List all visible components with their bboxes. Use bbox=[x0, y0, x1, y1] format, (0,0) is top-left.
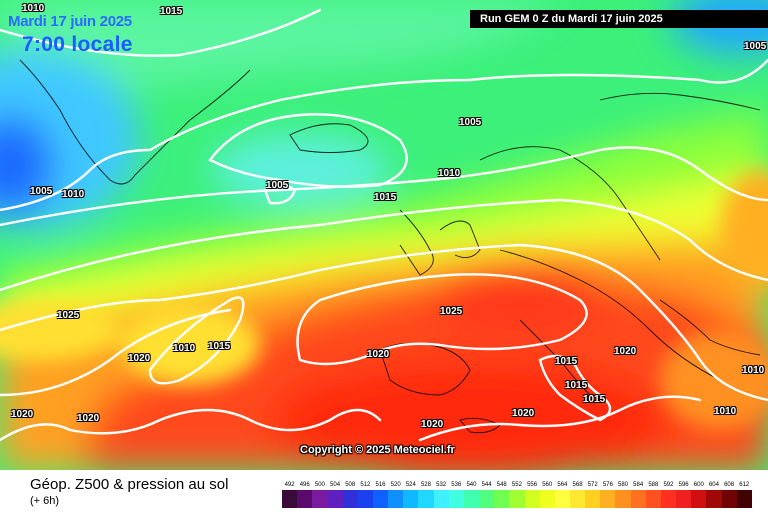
forecast-date: Mardi 17 juin 2025 bbox=[8, 13, 132, 30]
scale-label: 596 bbox=[678, 482, 689, 488]
isobar-label: 1020 bbox=[11, 409, 34, 420]
isobar-label: 1010 bbox=[173, 343, 196, 354]
scale-label: 572 bbox=[587, 482, 598, 488]
isobar-label: 1015 bbox=[583, 394, 606, 405]
scale-label: 612 bbox=[739, 482, 750, 488]
isobar-label: 1015 bbox=[208, 341, 231, 352]
isobar-label: 1020 bbox=[512, 408, 535, 419]
scale-swatch bbox=[479, 490, 495, 508]
scale-label: 592 bbox=[663, 482, 674, 488]
scale-swatch bbox=[388, 490, 404, 508]
isobar-label: 1015 bbox=[565, 380, 588, 391]
isobar-label: 1005 bbox=[266, 180, 289, 191]
scale-label: 564 bbox=[557, 482, 568, 488]
scale-label: 508 bbox=[345, 482, 356, 488]
isobar-label: 1025 bbox=[440, 306, 463, 317]
local-time: 7:00 locale bbox=[22, 33, 133, 56]
scale-swatch bbox=[706, 490, 722, 508]
scale-swatch bbox=[327, 490, 343, 508]
lead-time: (+ 6h) bbox=[30, 495, 60, 507]
scale-swatch bbox=[463, 490, 480, 508]
scale-swatch bbox=[494, 490, 510, 508]
scale-swatch bbox=[282, 490, 298, 508]
isobar-label: 1010 bbox=[714, 406, 737, 417]
isobar-label: 1010 bbox=[438, 168, 461, 179]
scale-label: 548 bbox=[496, 482, 507, 488]
scale-label: 524 bbox=[405, 482, 416, 488]
scale-label: 568 bbox=[572, 482, 583, 488]
parameter-title: Géop. Z500 & pression au sol bbox=[30, 476, 229, 493]
scale-swatch bbox=[630, 490, 646, 508]
copyright: Copyright © 2025 Meteociel.fr bbox=[300, 444, 455, 456]
scale-label: 556 bbox=[527, 482, 538, 488]
isobar-label: 1020 bbox=[77, 413, 100, 424]
scale-swatch bbox=[418, 490, 434, 508]
isobar-label: 1005 bbox=[744, 41, 767, 52]
scale-swatch bbox=[554, 490, 570, 508]
scale-label: 500 bbox=[314, 482, 325, 488]
scale-swatch bbox=[312, 490, 328, 508]
isobar-label: 1005 bbox=[30, 186, 53, 197]
scale-label: 560 bbox=[542, 482, 553, 488]
scale-swatch bbox=[600, 490, 616, 508]
scale-swatch bbox=[615, 490, 631, 508]
scale-label: 520 bbox=[390, 482, 401, 488]
isobar-label: 1010 bbox=[62, 189, 85, 200]
scale-label: 532 bbox=[436, 482, 447, 488]
legend-footer: Géop. Z500 & pression au sol (+ 6h) 492 4… bbox=[0, 470, 768, 512]
isobar-label: 1015 bbox=[555, 356, 578, 367]
scale-label: 540 bbox=[466, 482, 477, 488]
scale-swatch bbox=[736, 490, 752, 508]
isobar-label: 1025 bbox=[57, 310, 80, 321]
scale-label: 496 bbox=[299, 482, 310, 488]
scale-swatch bbox=[524, 490, 540, 508]
scale-swatch bbox=[645, 490, 661, 508]
weather-map: Mardi 17 juin 2025 7:00 locale Run GEM 0… bbox=[0, 0, 768, 470]
scale-label: 588 bbox=[648, 482, 659, 488]
scale-label: 600 bbox=[693, 482, 704, 488]
scale-swatch bbox=[691, 490, 707, 508]
run-info: Run GEM 0 Z du Mardi 17 juin 2025 bbox=[470, 10, 768, 28]
scale-labels: 492 496 500 504 508 512 516 520 524 528 532 536 540 5… bbox=[282, 480, 752, 490]
scale-label: 516 bbox=[375, 482, 386, 488]
isobar-label: 1015 bbox=[374, 192, 397, 203]
scale-swatch bbox=[676, 490, 692, 508]
scale-label: 604 bbox=[708, 482, 719, 488]
scale-label: 544 bbox=[481, 482, 492, 488]
scale-label: 608 bbox=[724, 482, 735, 488]
isobar-label: 1020 bbox=[128, 353, 151, 364]
scale-swatch bbox=[539, 490, 555, 508]
isobar-label: 1020 bbox=[367, 349, 390, 360]
isobar-label: 1020 bbox=[614, 346, 637, 357]
isobar-label: 1010 bbox=[22, 3, 45, 14]
scale-swatch bbox=[297, 490, 313, 508]
scale-label: 576 bbox=[602, 482, 613, 488]
scale-bar bbox=[282, 490, 752, 508]
scale-label: 584 bbox=[633, 482, 644, 488]
color-scale: 492 496 500 504 508 512 516 520 524 528 532 536 540 5… bbox=[282, 480, 752, 508]
scale-label: 512 bbox=[360, 482, 371, 488]
scale-swatch bbox=[569, 490, 586, 508]
scale-swatch bbox=[448, 490, 464, 508]
scale-label: 528 bbox=[420, 482, 431, 488]
isobar-label: 1005 bbox=[459, 117, 482, 128]
scale-swatch bbox=[721, 490, 737, 508]
scale-label: 536 bbox=[451, 482, 462, 488]
scale-swatch bbox=[585, 490, 601, 508]
scale-swatch bbox=[660, 490, 677, 508]
isobar-label: 1020 bbox=[421, 419, 444, 430]
scale-swatch bbox=[509, 490, 525, 508]
scale-label: 580 bbox=[618, 482, 629, 488]
scale-swatch bbox=[357, 490, 373, 508]
scale-label: 504 bbox=[330, 482, 341, 488]
isobar-label: 1015 bbox=[160, 6, 183, 17]
scale-swatch bbox=[372, 490, 389, 508]
scale-swatch bbox=[403, 490, 419, 508]
scale-label: 492 bbox=[284, 482, 295, 488]
scale-swatch bbox=[342, 490, 358, 508]
isobar-label: 1010 bbox=[742, 365, 765, 376]
scale-swatch bbox=[433, 490, 449, 508]
map-field bbox=[0, 0, 768, 470]
scale-label: 552 bbox=[511, 482, 522, 488]
